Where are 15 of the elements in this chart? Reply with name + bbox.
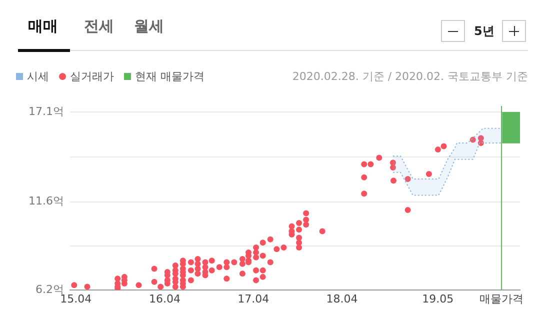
x-tick-label: 18.04 (326, 292, 358, 306)
legend-label: 시세 (27, 69, 49, 84)
text: 월세 (134, 17, 164, 36)
text: 전세 (84, 17, 114, 36)
text: 5년 (474, 23, 494, 40)
legend-label: 현재 매물가격 (135, 69, 204, 84)
x-tick-label: 매물가격 (480, 292, 524, 306)
x-tick-label: 17.04 (238, 292, 270, 306)
text: 2020.02.28. 기준 / 2020.02. 국토교통부 기준 (292, 69, 528, 84)
x-tick-label: 19.05 (422, 292, 454, 306)
legend-label: 실거래가 (70, 69, 114, 84)
y-tick-label: 17.1억 (28, 104, 64, 118)
y-tick-label: 11.6억 (28, 194, 64, 208)
text: 매매 (28, 17, 58, 36)
x-tick-label: 16.04 (148, 292, 180, 306)
